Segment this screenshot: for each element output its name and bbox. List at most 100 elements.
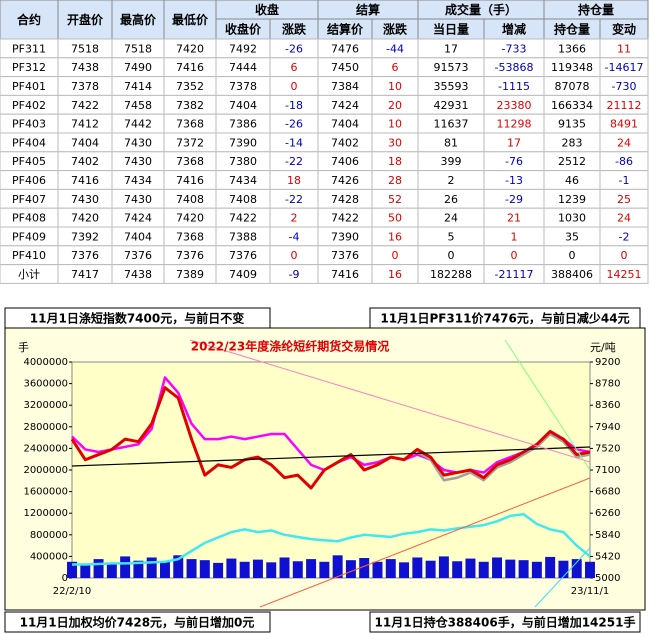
cell-text: 7438 <box>124 268 152 281</box>
cell-text: 2 <box>291 212 298 225</box>
cell-text: PF402 <box>12 99 46 112</box>
cell-text: 7476 <box>331 42 359 55</box>
cell-text: 18 <box>287 174 301 187</box>
volume-bar <box>80 563 91 578</box>
cell-text: -4 <box>289 230 300 243</box>
header-label: 开盘价 <box>67 12 104 27</box>
cell-text: 7422 <box>229 212 257 225</box>
cell-text: 399 <box>441 155 462 168</box>
cell-text: 7376 <box>176 249 204 262</box>
cell-text: 7417 <box>71 268 99 281</box>
y2-tick-label: 5840 <box>595 530 620 541</box>
note: 11月1日加权均价7428元，与前日增加0元 <box>20 615 255 630</box>
cell-text: 7372 <box>176 136 204 149</box>
cell-text: -733 <box>502 42 527 55</box>
cell-text: 0 <box>291 249 298 262</box>
volume-bar <box>425 560 436 578</box>
trend-line <box>189 339 591 463</box>
volume-bar <box>359 558 370 578</box>
cell-text: 35593 <box>434 80 469 93</box>
y-tick-label: 1600000 <box>23 487 68 498</box>
header-cell <box>57 0 113 40</box>
cell-text: 283 <box>562 136 583 149</box>
cell-text: 388406 <box>551 268 593 281</box>
cell-text: -29 <box>505 193 523 206</box>
header-label: 结算 <box>356 2 380 17</box>
cell-text: 7420 <box>176 42 204 55</box>
cell-text: 24 <box>617 136 631 149</box>
cell-text: -2 <box>619 230 630 243</box>
cell-text: 7368 <box>176 155 204 168</box>
cell-text: -76 <box>505 155 523 168</box>
cell-text: 7376 <box>71 249 99 262</box>
volume-bar <box>173 555 184 578</box>
cell-text: 7402 <box>331 136 359 149</box>
header-label: 收盘价 <box>225 22 262 37</box>
cell-text: 7424 <box>331 99 359 112</box>
volume-bar <box>545 556 556 578</box>
cell-text: 17 <box>444 42 458 55</box>
cell-text: -26 <box>285 118 303 131</box>
cell-text: -22 <box>285 193 303 206</box>
cell-text: PF410 <box>12 249 46 262</box>
volume-bar <box>478 561 489 578</box>
plot-area <box>71 361 591 579</box>
cell-text: -18 <box>285 99 303 112</box>
volume-bar <box>531 561 542 578</box>
header-label: 当日量 <box>433 22 469 37</box>
cell-text: 166334 <box>551 99 593 112</box>
cell-text: -44 <box>386 42 404 55</box>
cell-text: -1 <box>619 174 630 187</box>
cell-text: 17 <box>507 136 521 149</box>
y2-tick-label: 5420 <box>595 551 620 562</box>
cell-text: 182288 <box>430 268 472 281</box>
header-label: 成交量（手） <box>445 2 517 17</box>
cell-text: 7458 <box>124 99 152 112</box>
y2-tick-label: 7940 <box>595 422 620 433</box>
volume-bar <box>252 559 263 578</box>
y-tick-label: 0 <box>62 573 68 584</box>
trend-line <box>504 339 591 471</box>
cell-text: 7368 <box>176 118 204 131</box>
volume-bar <box>306 559 317 578</box>
cell-text: PF406 <box>12 174 46 187</box>
header-label: 涨跌 <box>383 22 408 37</box>
cell-text: 7416 <box>176 174 204 187</box>
volume-bar <box>213 562 224 578</box>
cell-text: 7518 <box>124 42 152 55</box>
trend-line <box>534 547 591 608</box>
cell-text: 7420 <box>176 212 204 225</box>
volume-bar <box>319 561 330 578</box>
cell-text: 7430 <box>71 193 99 206</box>
cell-text: 7376 <box>331 249 359 262</box>
plot: 0 400000 800000 1200000 1600000 2000000 240000… <box>23 357 620 597</box>
cell-text: 0 <box>569 249 576 262</box>
header-label: 持仓量 <box>578 2 614 17</box>
cell-text: -21117 <box>495 268 534 281</box>
volume-bar <box>571 559 582 578</box>
series-line <box>70 386 591 490</box>
header-label: 持仓量 <box>554 22 590 37</box>
cell-text: PF404 <box>12 136 46 149</box>
header-label: 增减 <box>502 22 526 37</box>
cell-text: 7386 <box>229 118 257 131</box>
cell-text: 小计 <box>18 268 40 281</box>
cell-text: 7416 <box>176 61 204 74</box>
cell-text: 7434 <box>124 174 152 187</box>
y-tick-label: 800000 <box>30 530 68 541</box>
cell-text: 7490 <box>124 61 152 74</box>
volume-bar <box>67 561 77 578</box>
cell-text: 7390 <box>331 230 359 243</box>
cell-text: 7404 <box>229 99 257 112</box>
cell-text: -14617 <box>605 61 644 74</box>
y-tick-label: 4000000 <box>23 357 68 368</box>
cell-text: 2512 <box>558 155 586 168</box>
cell-text: 25 <box>617 193 631 206</box>
cell-text: 7492 <box>229 42 257 55</box>
cell-text: 0 <box>392 249 399 262</box>
cell-text: 1030 <box>558 212 586 225</box>
cell-text: 7378 <box>71 80 99 93</box>
cell-text: 87078 <box>555 80 590 93</box>
series-line <box>72 513 591 566</box>
cell-text: 6 <box>392 61 399 74</box>
